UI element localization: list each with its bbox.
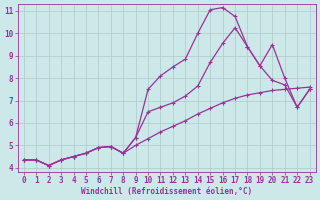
X-axis label: Windchill (Refroidissement éolien,°C): Windchill (Refroidissement éolien,°C) <box>81 187 252 196</box>
